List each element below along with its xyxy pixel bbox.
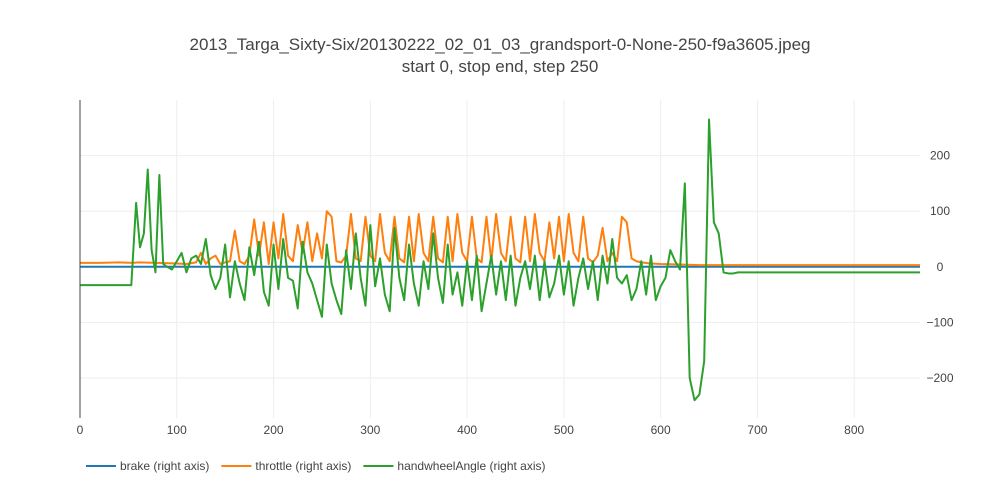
chart-title: 2013_Targa_Sixty-Six/20130222_02_01_03_g… — [190, 35, 811, 54]
x-tick-label: 200 — [264, 423, 284, 437]
y-tick-label: 200 — [930, 149, 950, 163]
legend-label: brake (right axis) — [120, 459, 209, 473]
axes: 0 100 200 300 400 500 600 700 800 200 100 0 −100 −200 — [77, 100, 954, 437]
legend-label: handwheelAngle (right axis) — [397, 459, 545, 473]
legend-item-handwheelangle[interactable]: handwheelAngle (right axis) — [363, 459, 546, 473]
x-tick-label: 800 — [844, 423, 864, 437]
series-line-handwheelangle — [80, 118, 920, 402]
y-tick-label: 0 — [937, 260, 944, 274]
legend-item-brake[interactable]: brake (right axis) — [86, 459, 209, 473]
x-tick-label: 300 — [360, 423, 380, 437]
legend-label: throttle (right axis) — [255, 459, 351, 473]
x-tick-label: 700 — [747, 423, 767, 437]
y-tick-label: −200 — [926, 371, 953, 385]
y-tick-label: −100 — [926, 315, 953, 329]
legend[interactable]: brake (right axis) throttle (right axis) h… — [86, 459, 546, 473]
x-tick-label: 400 — [457, 423, 477, 437]
y-tick-label: 100 — [930, 204, 950, 218]
legend-item-throttle[interactable]: throttle (right axis) — [221, 459, 351, 473]
x-tick-label: 0 — [77, 423, 84, 437]
chart-subtitle: start 0, stop end, step 250 — [402, 57, 599, 76]
plot-area — [80, 118, 920, 402]
grid — [80, 100, 920, 418]
x-tick-label: 600 — [651, 423, 671, 437]
series-line-throttle — [80, 210, 920, 267]
x-tick-label: 500 — [554, 423, 574, 437]
x-tick-label: 100 — [167, 423, 187, 437]
